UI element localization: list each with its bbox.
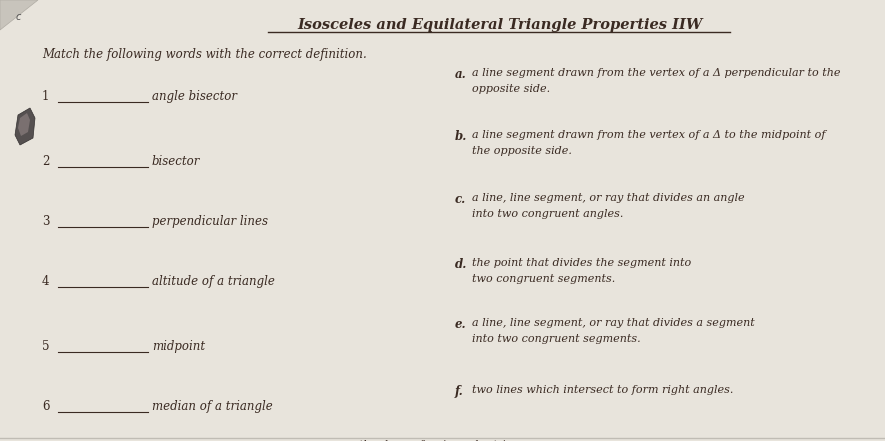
Text: 1: 1 [42, 90, 50, 103]
Text: 4: 4 [42, 275, 50, 288]
Text: a.: a. [455, 68, 466, 81]
Text: a line segment drawn from the vertex of a Δ to the midpoint of: a line segment drawn from the vertex of … [472, 130, 826, 140]
Text: bisector: bisector [152, 155, 200, 168]
Text: the point that divides the segment into: the point that divides the segment into [472, 258, 691, 268]
Text: c.: c. [455, 193, 466, 206]
Text: 6: 6 [42, 400, 50, 413]
Text: a line, line segment, or ray that divides a segment: a line, line segment, or ray that divide… [472, 318, 755, 328]
Polygon shape [15, 108, 35, 145]
Text: perpendicular lines: perpendicular lines [152, 215, 268, 228]
Text: the opposite side.: the opposite side. [472, 146, 572, 156]
Polygon shape [18, 113, 30, 136]
Text: Match the following words with the correct definition.: Match the following words with the corre… [42, 48, 366, 61]
Text: median of a triangle: median of a triangle [152, 400, 273, 413]
Polygon shape [0, 0, 38, 30]
Text: f.: f. [455, 385, 464, 398]
Text: c: c [15, 12, 20, 22]
Text: 2: 2 [42, 155, 50, 168]
Text: e.: e. [455, 318, 466, 331]
Text: two lines which intersect to form right angles.: two lines which intersect to form right … [472, 385, 734, 395]
Text: 3: 3 [42, 215, 50, 228]
Text: Isosceles and Equilateral Triangle Properties IIW: Isosceles and Equilateral Triangle Prope… [297, 18, 703, 32]
Text: opposite side.: opposite side. [472, 84, 550, 94]
Text: into two congruent angles.: into two congruent angles. [472, 209, 623, 219]
Text: into two congruent segments.: into two congruent segments. [472, 334, 641, 344]
Text: angle bisector: angle bisector [152, 90, 237, 103]
Text: d.: d. [455, 258, 467, 271]
Text: the shape of an isosceles triang: the shape of an isosceles triang [359, 440, 525, 441]
Text: two congruent segments.: two congruent segments. [472, 274, 615, 284]
Text: midpoint: midpoint [152, 340, 205, 353]
Text: 5: 5 [42, 340, 50, 353]
Text: a line, line segment, or ray that divides an angle: a line, line segment, or ray that divide… [472, 193, 744, 203]
Text: altitude of a triangle: altitude of a triangle [152, 275, 275, 288]
Text: b.: b. [455, 130, 467, 143]
Text: a line segment drawn from the vertex of a Δ perpendicular to the: a line segment drawn from the vertex of … [472, 68, 841, 78]
